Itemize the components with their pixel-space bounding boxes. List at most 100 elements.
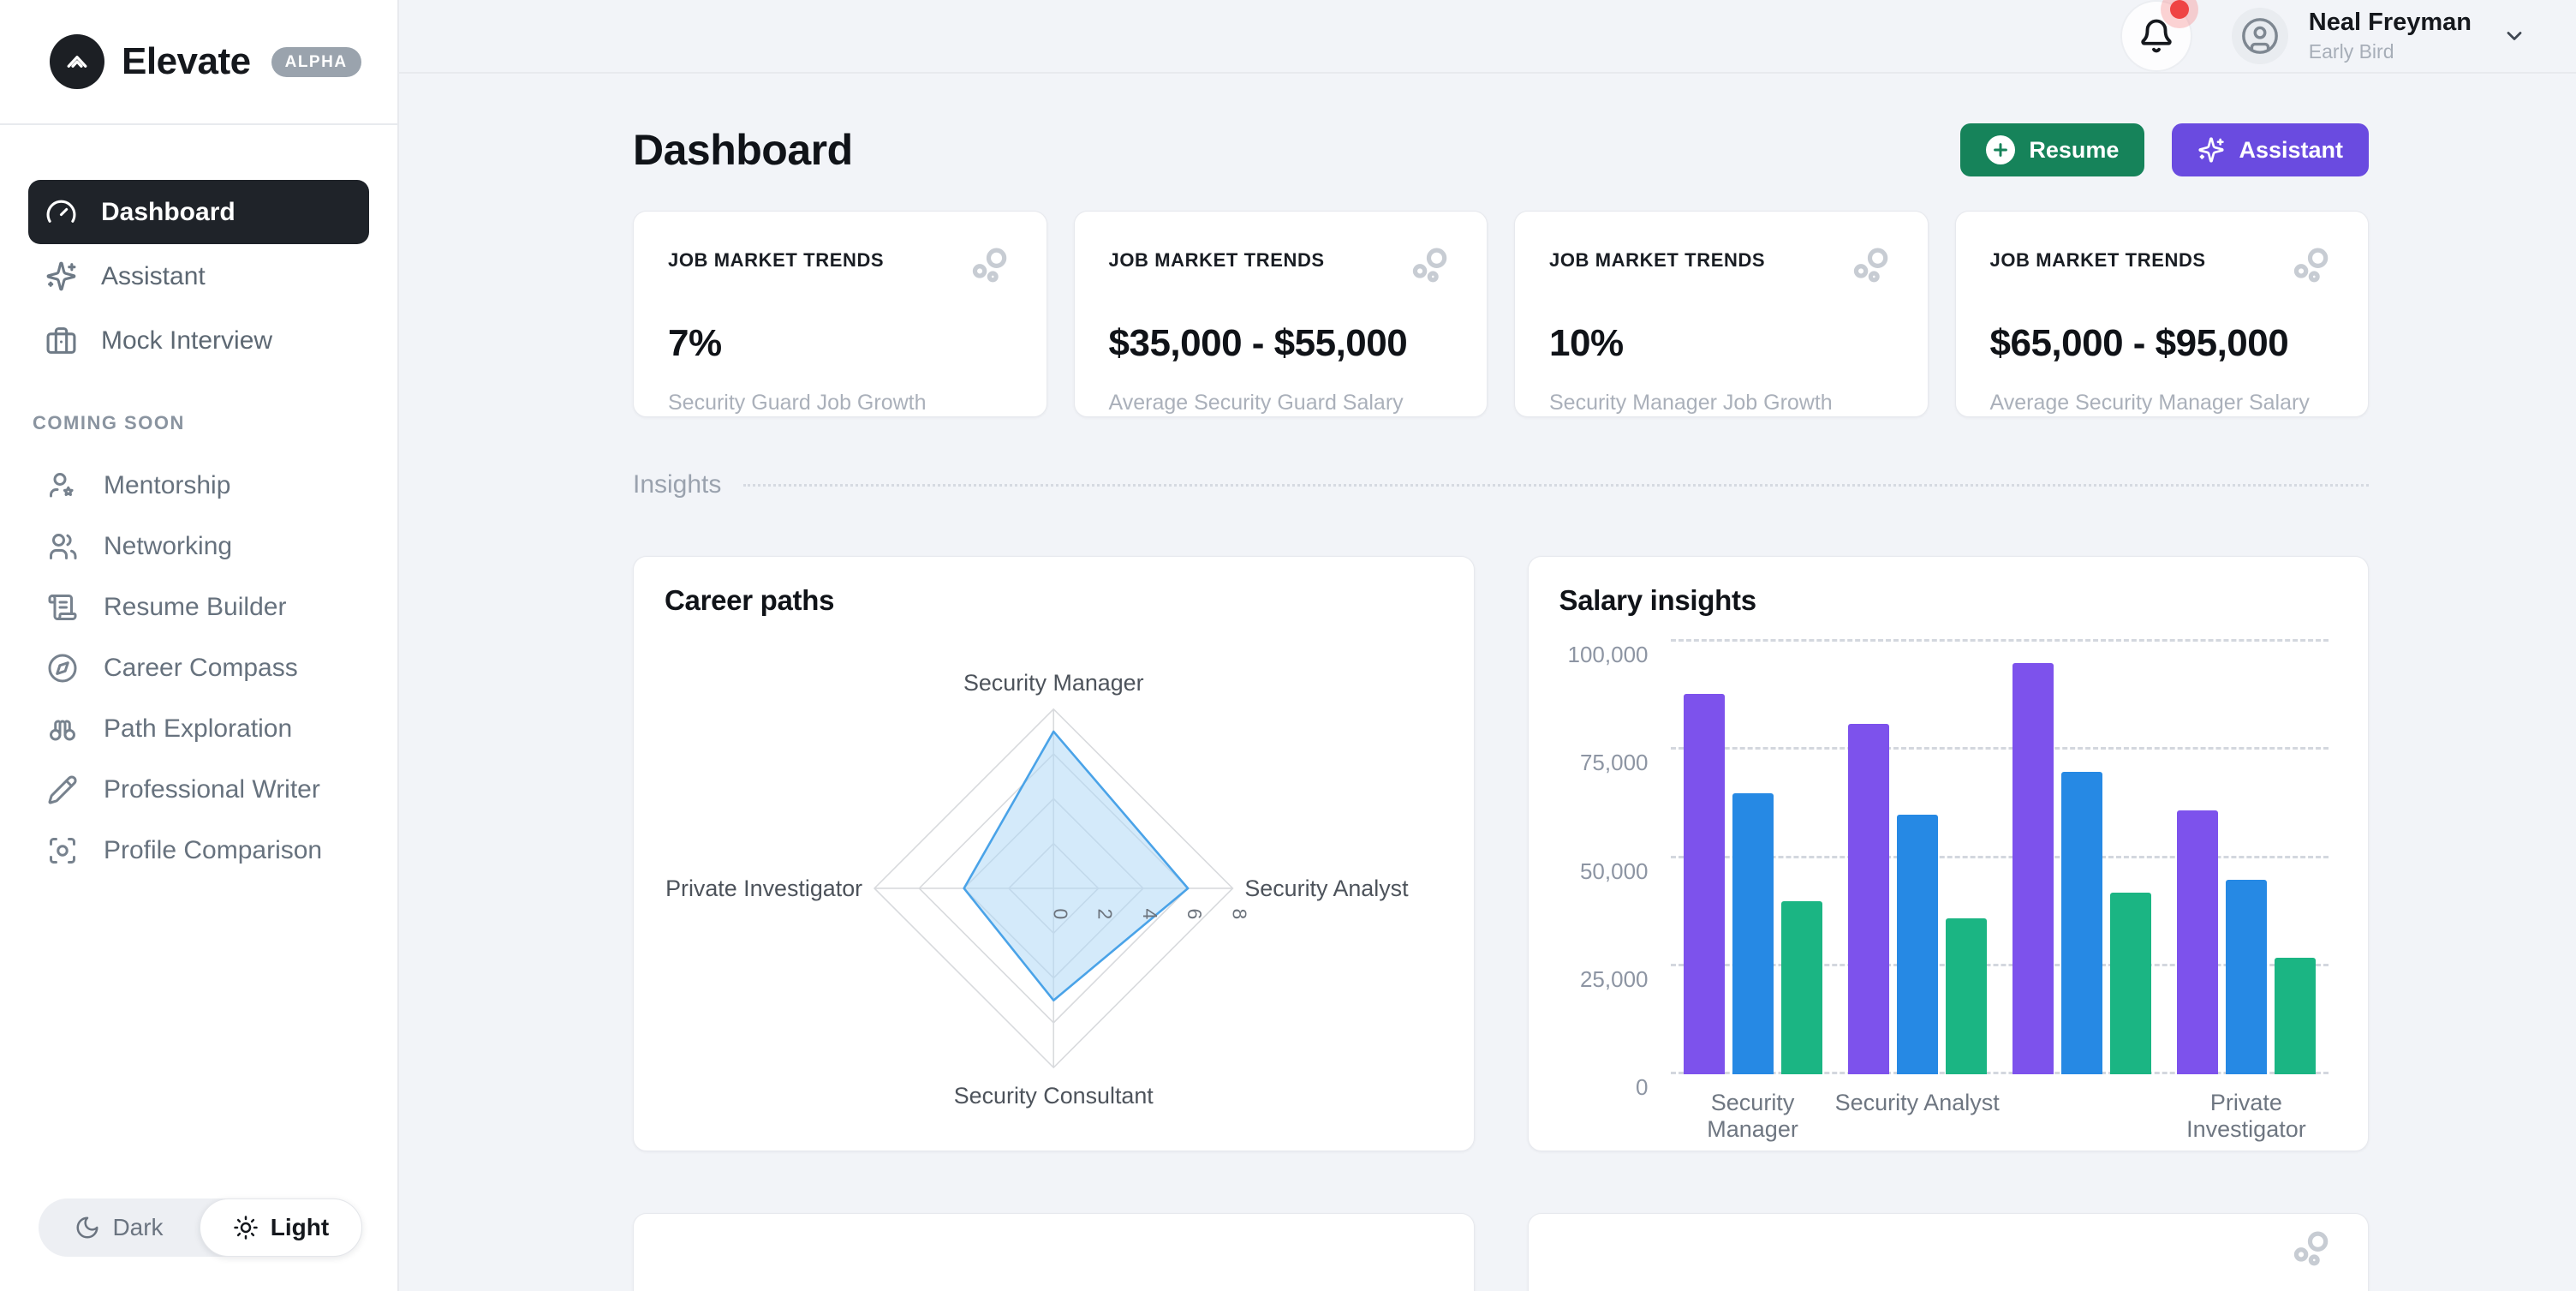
content: Dashboard Resume Assistant: [399, 74, 2576, 1291]
bar: [2225, 879, 2267, 1074]
user-name: Neal Freyman: [2308, 9, 2472, 37]
insights-section-header: Insights: [633, 470, 2369, 499]
binoculars-icon: [50, 720, 75, 740]
notifications-button[interactable]: [2120, 0, 2192, 72]
sidebar-item-dashboard[interactable]: Dashboard: [28, 180, 369, 244]
sidebar-item-career-compass[interactable]: Career Compass: [0, 637, 397, 698]
bar: [2012, 663, 2054, 1074]
salary-insights-title: Salary insights: [1559, 584, 1757, 616]
plus-circle-icon: [1986, 135, 2016, 164]
stat-card-value: 7%: [668, 322, 722, 364]
gridline: [1670, 747, 2329, 750]
scatter-chart-icon: [1849, 244, 1893, 293]
x-axis-category-label: Security Analyst: [1834, 1090, 2000, 1115]
theme-dark-button[interactable]: Dark: [39, 1198, 200, 1257]
gridline: [1670, 1072, 2329, 1074]
resume-button[interactable]: Resume: [1960, 123, 2145, 176]
sidebar-item-professional-writer[interactable]: Professional Writer: [0, 759, 397, 820]
sidebar-item-path-exploration[interactable]: Path Exploration: [0, 698, 397, 759]
pen-icon: [48, 774, 77, 804]
stat-card-description: Average Security Manager Salary: [1989, 391, 2310, 415]
page-title: Dashboard: [633, 126, 853, 174]
sun-icon: [234, 1216, 258, 1240]
bar: [2060, 771, 2102, 1074]
sidebar-item-label: Professional Writer: [104, 774, 320, 804]
avatar[interactable]: [2231, 8, 2288, 64]
bar: [2109, 893, 2151, 1074]
x-axis-category-label: [2000, 1090, 2164, 1143]
gridline: [1670, 855, 2329, 858]
assistant-button-label: Assistant: [2239, 136, 2343, 163]
resume-button-label: Resume: [2029, 136, 2120, 163]
sidebar-item-label: Dashboard: [101, 197, 236, 226]
sidebar-item-mentorship[interactable]: Mentorship: [0, 455, 397, 516]
bar-group: [2164, 620, 2329, 1074]
user-block[interactable]: Neal Freyman Early Bird: [2309, 9, 2472, 63]
salary-insights-card: Salary insights Security Manager Security…: [1527, 556, 2369, 1151]
bell-icon: [2141, 19, 2172, 53]
x-axis-category-label: Security Manager: [1707, 1090, 1798, 1142]
sidebar-item-label: Assistant: [101, 261, 206, 290]
theme-light-label: Light: [270, 1214, 330, 1240]
bar: [1847, 724, 1889, 1074]
stat-card-label: JOB MARKET TRENDS: [668, 249, 885, 271]
user-menu-button[interactable]: [2502, 24, 2526, 48]
svg-text:Security Analyst: Security Analyst: [1244, 876, 1409, 901]
sidebar-item-label: Mentorship: [104, 470, 231, 499]
x-axis-category-label: Private Investigator: [2186, 1090, 2306, 1142]
svg-text:4: 4: [1139, 908, 1161, 919]
sidebar-nav: Dashboard Assistant Mock Interview: [0, 180, 397, 373]
stat-card-value: 10%: [1549, 322, 1624, 364]
scroll-icon: [48, 594, 77, 620]
insights-divider: [743, 483, 2369, 487]
sidebar-item-label: Mock Interview: [101, 326, 273, 355]
theme-light-button[interactable]: Light: [200, 1198, 362, 1257]
sidebar-item-mock-interview[interactable]: Mock Interview: [28, 308, 369, 373]
partial-card-left: [633, 1213, 1475, 1291]
brand: Elevate ALPHA: [0, 0, 397, 125]
bar: [1896, 815, 1938, 1074]
coming-soon-heading: COMING SOON: [33, 412, 185, 433]
stat-card-description: Security Guard Job Growth: [668, 391, 927, 415]
bar: [1732, 792, 1774, 1074]
users-icon: [50, 533, 77, 559]
user-star-icon: [50, 472, 74, 497]
sidebar-item-label: Profile Comparison: [104, 835, 323, 864]
notification-dot: [2169, 0, 2189, 19]
stat-card-security-guard-salary: JOB MARKET TRENDS $35,000 - $55,000 Aver…: [1073, 211, 1488, 417]
bar-group: [1671, 620, 1835, 1074]
stat-card-label: JOB MARKET TRENDS: [1549, 249, 1766, 271]
stat-card-security-manager-growth: JOB MARKET TRENDS 10% Security Manager J…: [1514, 211, 1929, 417]
y-axis-tick-label: 0: [1636, 1074, 1649, 1100]
stat-cards-row: JOB MARKET TRENDS 7% Security Guard Job …: [633, 211, 2369, 417]
bar-group: [1835, 620, 2000, 1074]
y-axis-tick-label: 50,000: [1579, 858, 1649, 884]
insights-label: Insights: [633, 470, 722, 499]
alpha-badge: ALPHA: [271, 46, 361, 77]
career-paths-title: Career paths: [665, 584, 835, 616]
assistant-button[interactable]: Assistant: [2172, 123, 2369, 176]
gauge-icon: [46, 200, 76, 223]
sparkles-icon: [46, 261, 76, 291]
bar-group: [2000, 620, 2164, 1074]
career-paths-card: Career paths 0 2 4 6 8 Security Manager Securi…: [633, 556, 1475, 1151]
svg-text:2: 2: [1094, 908, 1117, 919]
bar: [1780, 901, 1822, 1074]
bar: [1683, 693, 1725, 1074]
bar: [1945, 918, 1987, 1074]
scatter-chart-icon: [2289, 244, 2334, 293]
next-cards-row: [633, 1213, 2369, 1291]
bar: [2274, 957, 2316, 1074]
svg-text:Security Consultant: Security Consultant: [954, 1083, 1154, 1109]
moon-icon: [76, 1216, 98, 1239]
briefcase-icon: [46, 327, 76, 354]
sidebar-item-profile-comparison[interactable]: Profile Comparison: [0, 820, 397, 881]
gridline: [1670, 963, 2329, 966]
sidebar-item-networking[interactable]: Networking: [0, 516, 397, 577]
svg-text:6: 6: [1184, 908, 1206, 919]
sidebar-item-resume-builder[interactable]: Resume Builder: [0, 577, 397, 637]
y-axis-tick-label: 100,000: [1567, 642, 1649, 668]
svg-text:Private Investigator: Private Investigator: [665, 876, 862, 901]
sidebar-item-assistant[interactable]: Assistant: [28, 244, 369, 308]
sidebar-item-label: Resume Builder: [104, 592, 287, 621]
